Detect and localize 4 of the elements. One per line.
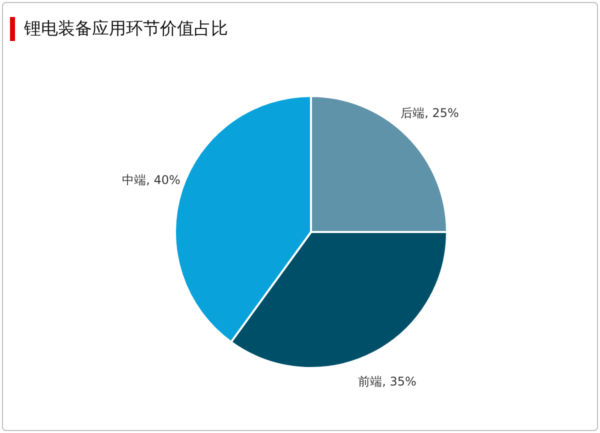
slice-label: 后端, 25% [400,106,459,120]
slice-label: 前端, 35% [358,374,416,389]
slice-label: 中端, 40% [122,173,180,188]
chart-title: 锂电装备应用环节价值占比 [24,18,228,40]
